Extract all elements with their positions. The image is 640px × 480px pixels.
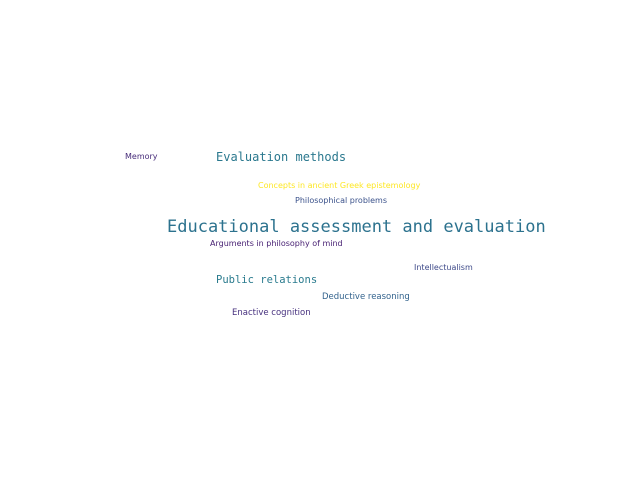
word-ancient-greek-epistemology: Concepts in ancient Greek epistemology <box>258 181 421 190</box>
word-memory: Memory <box>125 152 158 161</box>
word-deductive-reasoning: Deductive reasoning <box>322 292 410 302</box>
word-intellectualism: Intellectualism <box>414 263 473 272</box>
word-public-relations: Public relations <box>216 274 318 286</box>
word-evaluation-methods: Evaluation methods <box>216 150 347 164</box>
word-philosophical-problems: Philosophical problems <box>295 196 388 205</box>
word-philosophy-of-mind: Arguments in philosophy of mind <box>210 239 343 248</box>
word-enactive-cognition: Enactive cognition <box>232 308 311 318</box>
word-educational-assessment: Educational assessment and evaluation <box>167 217 546 237</box>
